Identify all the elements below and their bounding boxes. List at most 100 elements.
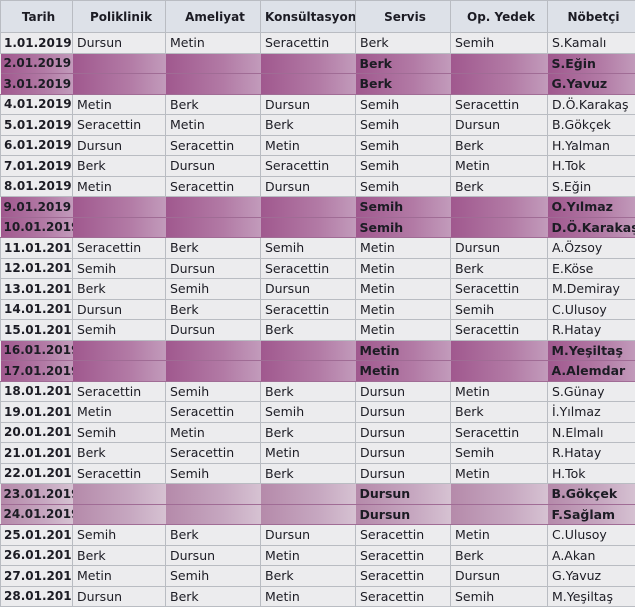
cell-tarih[interactable]: 16.01.2019 — [0, 339, 73, 361]
cell-konsultasyon[interactable] — [260, 503, 356, 525]
cell-konsultasyon[interactable]: Berk — [260, 114, 356, 136]
cell-tarih[interactable]: 14.01.2019 — [0, 298, 73, 320]
cell-konsultasyon[interactable]: Metin — [260, 134, 356, 156]
cell-ameliyat[interactable]: Semih — [165, 380, 261, 402]
cell-konsultasyon[interactable]: Dursun — [260, 278, 356, 300]
cell-nobetci[interactable]: S.Günay — [547, 380, 635, 402]
cell-konsultasyon[interactable]: Seracettin — [260, 32, 356, 54]
cell-servis[interactable]: Dursun — [355, 462, 451, 484]
cell-ameliyat[interactable]: Berk — [165, 585, 261, 607]
cell-op-yedek[interactable] — [450, 503, 548, 525]
cell-servis[interactable]: Metin — [355, 298, 451, 320]
cell-tarih[interactable]: 20.01.2019 — [0, 421, 73, 443]
cell-servis[interactable]: Seracettin — [355, 565, 451, 587]
cell-poliklinik[interactable]: Berk — [72, 278, 166, 300]
cell-ameliyat[interactable] — [165, 196, 261, 218]
cell-op-yedek[interactable]: Berk — [450, 175, 548, 197]
cell-servis[interactable]: Dursun — [355, 380, 451, 402]
cell-poliklinik[interactable]: Berk — [72, 442, 166, 464]
cell-op-yedek[interactable] — [450, 483, 548, 505]
cell-op-yedek[interactable]: Dursun — [450, 114, 548, 136]
cell-tarih[interactable]: 11.01.2019 — [0, 237, 73, 259]
cell-konsultasyon[interactable]: Dursun — [260, 175, 356, 197]
cell-nobetci[interactable]: D.Ö.Karakaş — [547, 93, 635, 115]
cell-poliklinik[interactable]: Berk — [72, 155, 166, 177]
cell-tarih[interactable]: 5.01.2019 — [0, 114, 73, 136]
cell-ameliyat[interactable]: Berk — [165, 524, 261, 546]
cell-op-yedek[interactable]: Metin — [450, 462, 548, 484]
cell-servis[interactable]: Seracettin — [355, 524, 451, 546]
cell-nobetci[interactable]: H.Tok — [547, 155, 635, 177]
cell-servis[interactable]: Metin — [355, 360, 451, 382]
cell-konsultasyon[interactable]: Berk — [260, 319, 356, 341]
cell-nobetci[interactable]: G.Yavuz — [547, 73, 635, 95]
cell-ameliyat[interactable]: Semih — [165, 462, 261, 484]
cell-poliklinik[interactable] — [72, 503, 166, 525]
cell-servis[interactable]: Semih — [355, 216, 451, 238]
cell-nobetci[interactable]: B.Gökçek — [547, 483, 635, 505]
cell-nobetci[interactable]: E.Köse — [547, 257, 635, 279]
cell-poliklinik[interactable]: Semih — [72, 524, 166, 546]
cell-op-yedek[interactable] — [450, 52, 548, 74]
cell-ameliyat[interactable]: Seracettin — [165, 175, 261, 197]
cell-servis[interactable]: Berk — [355, 32, 451, 54]
cell-op-yedek[interactable]: Dursun — [450, 237, 548, 259]
cell-poliklinik[interactable]: Dursun — [72, 32, 166, 54]
cell-nobetci[interactable]: R.Hatay — [547, 319, 635, 341]
cell-tarih[interactable]: 25.01.2019 — [0, 524, 73, 546]
cell-nobetci[interactable]: A.Alemdar — [547, 360, 635, 382]
cell-ameliyat[interactable] — [165, 52, 261, 74]
cell-ameliyat[interactable] — [165, 503, 261, 525]
cell-konsultasyon[interactable] — [260, 196, 356, 218]
cell-konsultasyon[interactable]: Metin — [260, 442, 356, 464]
cell-servis[interactable]: Dursun — [355, 421, 451, 443]
cell-ameliyat[interactable]: Dursun — [165, 257, 261, 279]
cell-ameliyat[interactable]: Dursun — [165, 319, 261, 341]
cell-ameliyat[interactable] — [165, 339, 261, 361]
cell-konsultasyon[interactable] — [260, 52, 356, 74]
cell-op-yedek[interactable] — [450, 196, 548, 218]
cell-poliklinik[interactable] — [72, 216, 166, 238]
cell-poliklinik[interactable]: Seracettin — [72, 462, 166, 484]
cell-poliklinik[interactable]: Metin — [72, 401, 166, 423]
cell-servis[interactable]: Metin — [355, 319, 451, 341]
cell-poliklinik[interactable]: Semih — [72, 319, 166, 341]
cell-poliklinik[interactable] — [72, 339, 166, 361]
cell-ameliyat[interactable]: Metin — [165, 421, 261, 443]
cell-op-yedek[interactable]: Semih — [450, 32, 548, 54]
cell-konsultasyon[interactable]: Berk — [260, 421, 356, 443]
column-header-ameliyat[interactable]: Ameliyat — [165, 0, 261, 33]
cell-op-yedek[interactable]: Seracettin — [450, 421, 548, 443]
cell-tarih[interactable]: 19.01.2019 — [0, 401, 73, 423]
cell-ameliyat[interactable]: Seracettin — [165, 401, 261, 423]
cell-tarih[interactable]: 4.01.2019 — [0, 93, 73, 115]
cell-ameliyat[interactable] — [165, 73, 261, 95]
cell-nobetci[interactable]: C.Ulusoy — [547, 524, 635, 546]
cell-op-yedek[interactable]: Berk — [450, 544, 548, 566]
cell-tarih[interactable]: 7.01.2019 — [0, 155, 73, 177]
cell-op-yedek[interactable]: Metin — [450, 155, 548, 177]
cell-op-yedek[interactable]: Seracettin — [450, 278, 548, 300]
cell-ameliyat[interactable]: Dursun — [165, 155, 261, 177]
cell-op-yedek[interactable]: Metin — [450, 524, 548, 546]
cell-tarih[interactable]: 23.01.2019 — [0, 483, 73, 505]
cell-poliklinik[interactable]: Dursun — [72, 298, 166, 320]
cell-ameliyat[interactable] — [165, 483, 261, 505]
cell-servis[interactable]: Berk — [355, 73, 451, 95]
cell-tarih[interactable]: 18.01.2019 — [0, 380, 73, 402]
column-header-tarih[interactable]: Tarih — [0, 0, 73, 33]
cell-konsultasyon[interactable]: Berk — [260, 462, 356, 484]
cell-op-yedek[interactable]: Berk — [450, 134, 548, 156]
cell-poliklinik[interactable]: Metin — [72, 93, 166, 115]
cell-konsultasyon[interactable] — [260, 216, 356, 238]
cell-poliklinik[interactable] — [72, 73, 166, 95]
cell-konsultasyon[interactable] — [260, 483, 356, 505]
cell-nobetci[interactable]: C.Ulusoy — [547, 298, 635, 320]
cell-ameliyat[interactable]: Berk — [165, 93, 261, 115]
column-header-op-yedek[interactable]: Op. Yedek — [450, 0, 548, 33]
cell-op-yedek[interactable]: Berk — [450, 401, 548, 423]
cell-tarih[interactable]: 13.01.2019 — [0, 278, 73, 300]
cell-poliklinik[interactable]: Seracettin — [72, 114, 166, 136]
cell-op-yedek[interactable]: Semih — [450, 298, 548, 320]
cell-servis[interactable]: Semih — [355, 114, 451, 136]
